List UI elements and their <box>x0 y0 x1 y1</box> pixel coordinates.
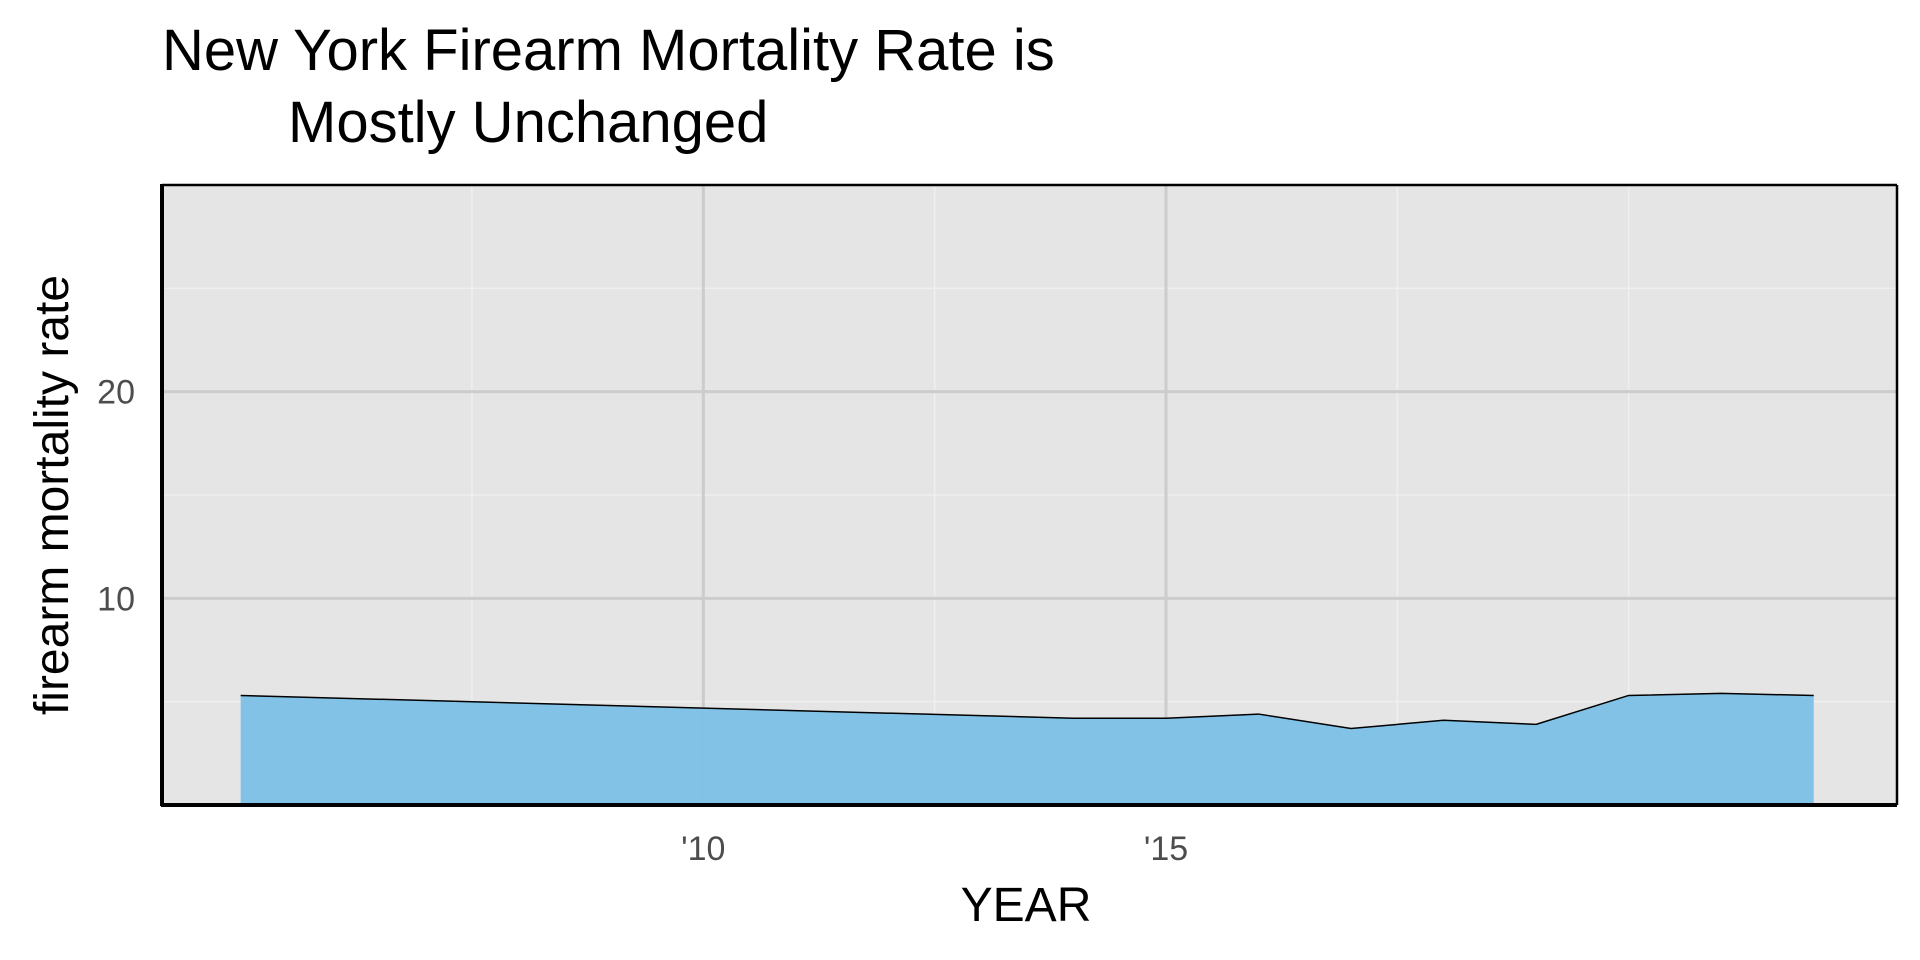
y-axis-title: firearm mortality rate <box>26 275 79 715</box>
y-tick-label: 20 <box>97 374 135 412</box>
x-tick-label: '10 <box>681 830 725 868</box>
x-tick-label: '15 <box>1144 830 1188 868</box>
y-tick-label: 10 <box>97 580 135 618</box>
major-gridlines <box>162 185 1897 805</box>
area-series-fill <box>240 693 1814 805</box>
chart-title-line-2: Mostly Unchanged <box>288 90 769 155</box>
x-axis-tick-labels: '10 '15 <box>681 830 1188 868</box>
chart-title-line-1: New York Firearm Mortality Rate is <box>162 18 1055 83</box>
axis-lines <box>160 183 1899 807</box>
y-axis-tick-labels: 10 20 <box>97 374 135 619</box>
area-series-line <box>240 692 1814 730</box>
x-axis-title: YEAR <box>961 879 1092 932</box>
